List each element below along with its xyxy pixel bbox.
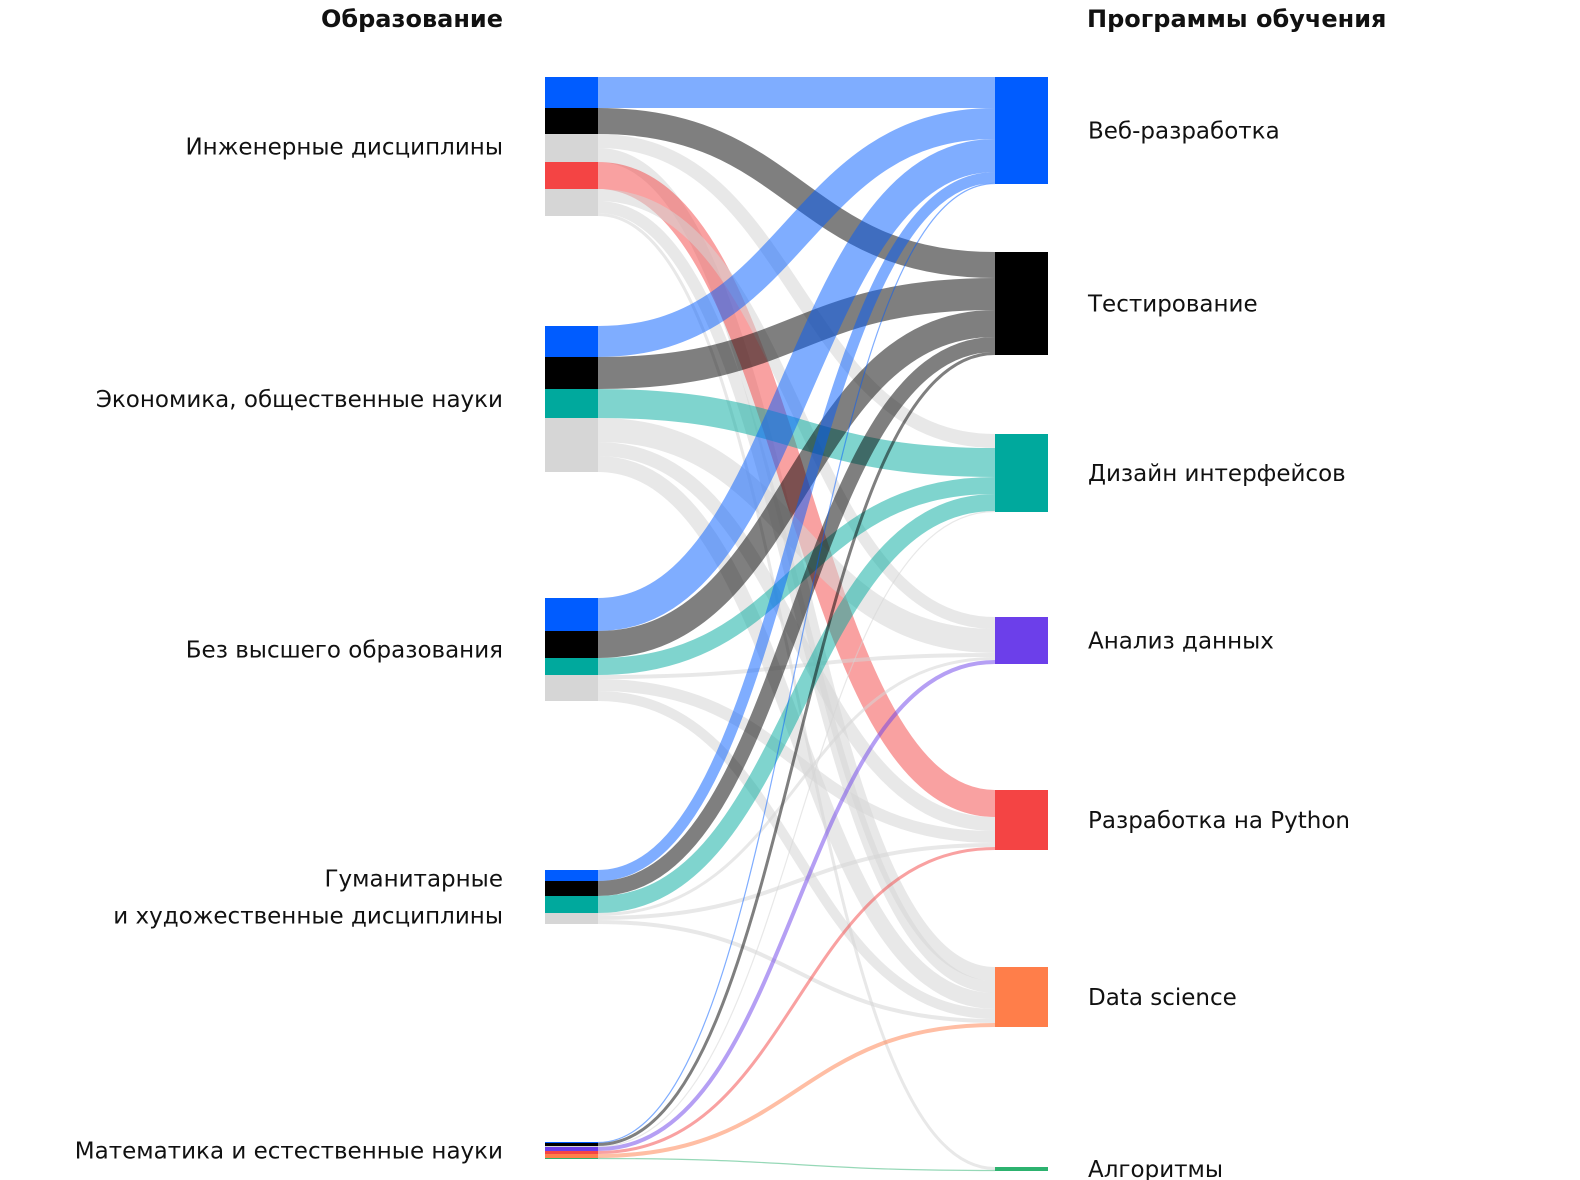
node-labels: Веб-разработка Тестирование Дизайн интерфе… bbox=[75, 119, 1350, 1180]
target-label-algo: Алгоритмы bbox=[1088, 1157, 1223, 1180]
link-hum-analysis bbox=[597, 657, 996, 916]
link-math-analysis bbox=[597, 660, 996, 1151]
links-group bbox=[597, 76, 996, 1172]
source-node-segment-none-analysis bbox=[545, 675, 598, 679]
source-node-segment-econ-analysis bbox=[545, 418, 598, 442]
source-node-segment-econ-ds bbox=[545, 456, 598, 472]
source-node-segment-hum-design bbox=[545, 896, 598, 913]
target-label-analysis: Анализ данных bbox=[1088, 629, 1274, 655]
source-node-segment-econ-web bbox=[545, 326, 598, 357]
link-eng-test bbox=[597, 108, 996, 278]
link-none-analysis bbox=[597, 653, 996, 679]
target-node-design bbox=[995, 434, 1048, 512]
source-node-segment-none-design bbox=[545, 658, 598, 675]
link-none-python bbox=[597, 679, 996, 843]
source-node-segment-eng-ds bbox=[545, 201, 598, 213]
target-label-ds: Data science bbox=[1088, 985, 1237, 1011]
source-node-segment-none-test bbox=[545, 631, 598, 658]
source-node-segment-hum-web bbox=[545, 870, 598, 881]
target-node-test bbox=[995, 252, 1048, 355]
link-econ-web bbox=[597, 108, 996, 357]
link-math-test bbox=[597, 352, 996, 1146]
source-label-math: Математика и естественные науки bbox=[75, 1139, 503, 1165]
source-node-segment-hum-analysis bbox=[545, 913, 598, 916]
source-node-segment-econ-python bbox=[545, 442, 598, 456]
link-none-test bbox=[597, 310, 996, 658]
target-label-design: Дизайн интерфейсов bbox=[1088, 461, 1346, 487]
source-node-segment-none-web bbox=[545, 598, 598, 631]
source-node-segment-eng-design bbox=[545, 134, 598, 148]
target-label-test: Тестирование bbox=[1087, 292, 1258, 318]
target-label-python: Разработка на Python bbox=[1088, 808, 1350, 834]
target-label-web: Веб-разработка bbox=[1088, 119, 1280, 145]
source-node-segment-hum-python bbox=[545, 916, 598, 920]
link-econ-test bbox=[597, 278, 996, 389]
source-node-segment-math-ds bbox=[545, 1154, 598, 1158]
link-none-design bbox=[597, 477, 996, 675]
source-nodes bbox=[545, 77, 598, 1159]
link-econ-ds bbox=[597, 456, 996, 1009]
link-math-python bbox=[597, 847, 996, 1154]
source-node-segment-eng-analysis bbox=[545, 189, 598, 201]
source-label-hum-line-0: Гуманитарные bbox=[324, 867, 503, 893]
source-node-segment-eng-ds bbox=[545, 148, 598, 162]
target-node-ds bbox=[995, 967, 1048, 1027]
source-node-segment-none-ds bbox=[545, 691, 598, 701]
link-math-algo bbox=[597, 1157, 996, 1172]
link-math-design bbox=[597, 510, 996, 1148]
left-header: Образование bbox=[321, 5, 503, 33]
source-label-hum-line-1: и художественные дисциплины bbox=[113, 904, 503, 930]
link-hum-python bbox=[597, 843, 996, 920]
target-node-web bbox=[995, 77, 1048, 184]
link-hum-design bbox=[597, 494, 996, 913]
source-label-eng: Инженерные дисциплины bbox=[185, 135, 503, 161]
source-node-segment-eng-python bbox=[545, 162, 598, 189]
target-node-algo bbox=[995, 1167, 1048, 1171]
source-node-segment-math-test bbox=[545, 1143, 598, 1146]
source-node-segment-eng-test bbox=[545, 108, 598, 134]
source-node-segment-eng-algo bbox=[545, 213, 598, 216]
link-none-ds bbox=[597, 691, 996, 1019]
source-node-segment-math-algo bbox=[545, 1158, 598, 1159]
source-node-segment-econ-test bbox=[545, 357, 598, 389]
link-eng-design bbox=[597, 134, 996, 448]
source-node-segment-math-web bbox=[545, 1142, 598, 1143]
source-node-segment-eng-web bbox=[545, 77, 598, 108]
source-label-none: Без высшего образования bbox=[186, 638, 503, 664]
source-node-segment-none-python bbox=[545, 679, 598, 691]
link-math-ds bbox=[597, 1023, 996, 1158]
target-node-python bbox=[995, 790, 1048, 850]
source-node-segment-math-python bbox=[545, 1151, 598, 1154]
link-econ-design bbox=[597, 389, 996, 477]
link-hum-ds bbox=[597, 920, 996, 1023]
target-node-analysis bbox=[995, 617, 1048, 664]
link-hum-test bbox=[597, 337, 996, 896]
right-header: Программы обучения bbox=[1087, 5, 1386, 33]
link-math-web bbox=[597, 182, 996, 1144]
source-node-segment-hum-test bbox=[545, 881, 598, 896]
target-nodes bbox=[995, 77, 1048, 1171]
source-node-segment-math-design bbox=[545, 1146, 598, 1147]
source-node-segment-math-analysis bbox=[545, 1147, 598, 1151]
source-label-econ: Экономика, общественные науки bbox=[96, 387, 503, 413]
link-hum-web bbox=[597, 172, 996, 881]
source-node-segment-econ-design bbox=[545, 389, 598, 418]
source-node-segment-hum-ds bbox=[545, 920, 598, 924]
link-none-web bbox=[597, 139, 996, 631]
